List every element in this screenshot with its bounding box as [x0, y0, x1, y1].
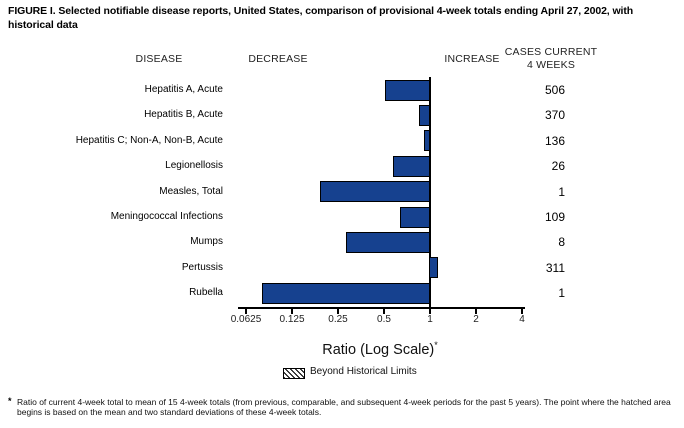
- column-header-cases-line2: 4 WEEKS: [526, 58, 576, 71]
- column-header-cases-current: CASES CURRENT 4 WEEKS: [496, 46, 606, 71]
- case-count: 26: [551, 159, 565, 174]
- x-tick-label: 4: [519, 314, 525, 325]
- column-header-cases-line1: CASES CURRENT: [504, 46, 598, 58]
- ratio-bar: [385, 79, 431, 101]
- disease-label: Meningococcal Infections: [110, 211, 223, 222]
- column-header-decrease: DECREASE: [248, 53, 308, 65]
- x-tick-label: 1: [427, 314, 433, 325]
- x-tick: [337, 308, 339, 314]
- ratio-bar: [262, 282, 431, 304]
- case-count: 506: [544, 83, 565, 97]
- case-count: 109: [544, 210, 565, 224]
- disease-label: Rubella: [189, 287, 223, 299]
- x-tick-label: 0.25: [328, 314, 348, 325]
- ratio-bar: [428, 257, 438, 279]
- case-count: 8: [558, 235, 565, 250]
- case-count: 370: [544, 108, 565, 123]
- figure-title: FIGURE I. Selected notifiable disease re…: [8, 5, 634, 31]
- disease-label: Pertussis: [181, 261, 223, 273]
- disease-label: Mumps: [190, 236, 223, 248]
- ratio-bar: [345, 231, 431, 253]
- disease-label: Measles, Total: [159, 185, 223, 197]
- footnote-marker: *: [8, 396, 12, 406]
- ratio-bar: [319, 181, 431, 203]
- case-count: 311: [545, 260, 565, 275]
- x-tick-label: 0.125: [279, 314, 305, 325]
- x-tick-label: 0.5: [377, 314, 391, 325]
- x-tick-label: 2: [473, 314, 479, 325]
- x-tick: [383, 308, 385, 314]
- disease-label: Legionellosis: [165, 160, 223, 172]
- x-axis-line: [238, 307, 525, 309]
- footnote-text: Ratio of current 4-week total to mean of…: [17, 397, 671, 417]
- column-header-disease: DISEASE: [135, 53, 183, 65]
- ratio-bar: [400, 206, 431, 228]
- x-tick: [429, 308, 431, 314]
- column-header-increase: INCREASE: [444, 53, 500, 65]
- case-count: 136: [544, 133, 565, 148]
- x-tick-label: 0.0625: [230, 314, 262, 325]
- legend-hatched-swatch: [283, 368, 305, 379]
- x-axis-title-text: Ratio (Log Scale): [322, 342, 435, 358]
- x-tick: [475, 308, 477, 314]
- disease-label: Hepatitis A, Acute: [144, 84, 223, 95]
- x-tick: [245, 308, 247, 314]
- x-tick: [521, 308, 523, 314]
- legend-label: Beyond Historical Limits: [310, 366, 417, 377]
- x-tick: [291, 308, 293, 314]
- x-axis-title-footnote-marker: *: [434, 340, 438, 350]
- disease-label: Hepatitis B, Acute: [144, 109, 223, 121]
- ratio-bar: [419, 104, 431, 126]
- ratio-bar: [392, 155, 431, 177]
- disease-label: Hepatitis C; Non-A, Non-B, Acute: [75, 134, 223, 146]
- case-count: 1: [558, 184, 565, 199]
- x-axis-title: Ratio (Log Scale)*: [280, 340, 480, 358]
- ratio-bar: [424, 130, 431, 152]
- case-count: 1: [558, 286, 565, 301]
